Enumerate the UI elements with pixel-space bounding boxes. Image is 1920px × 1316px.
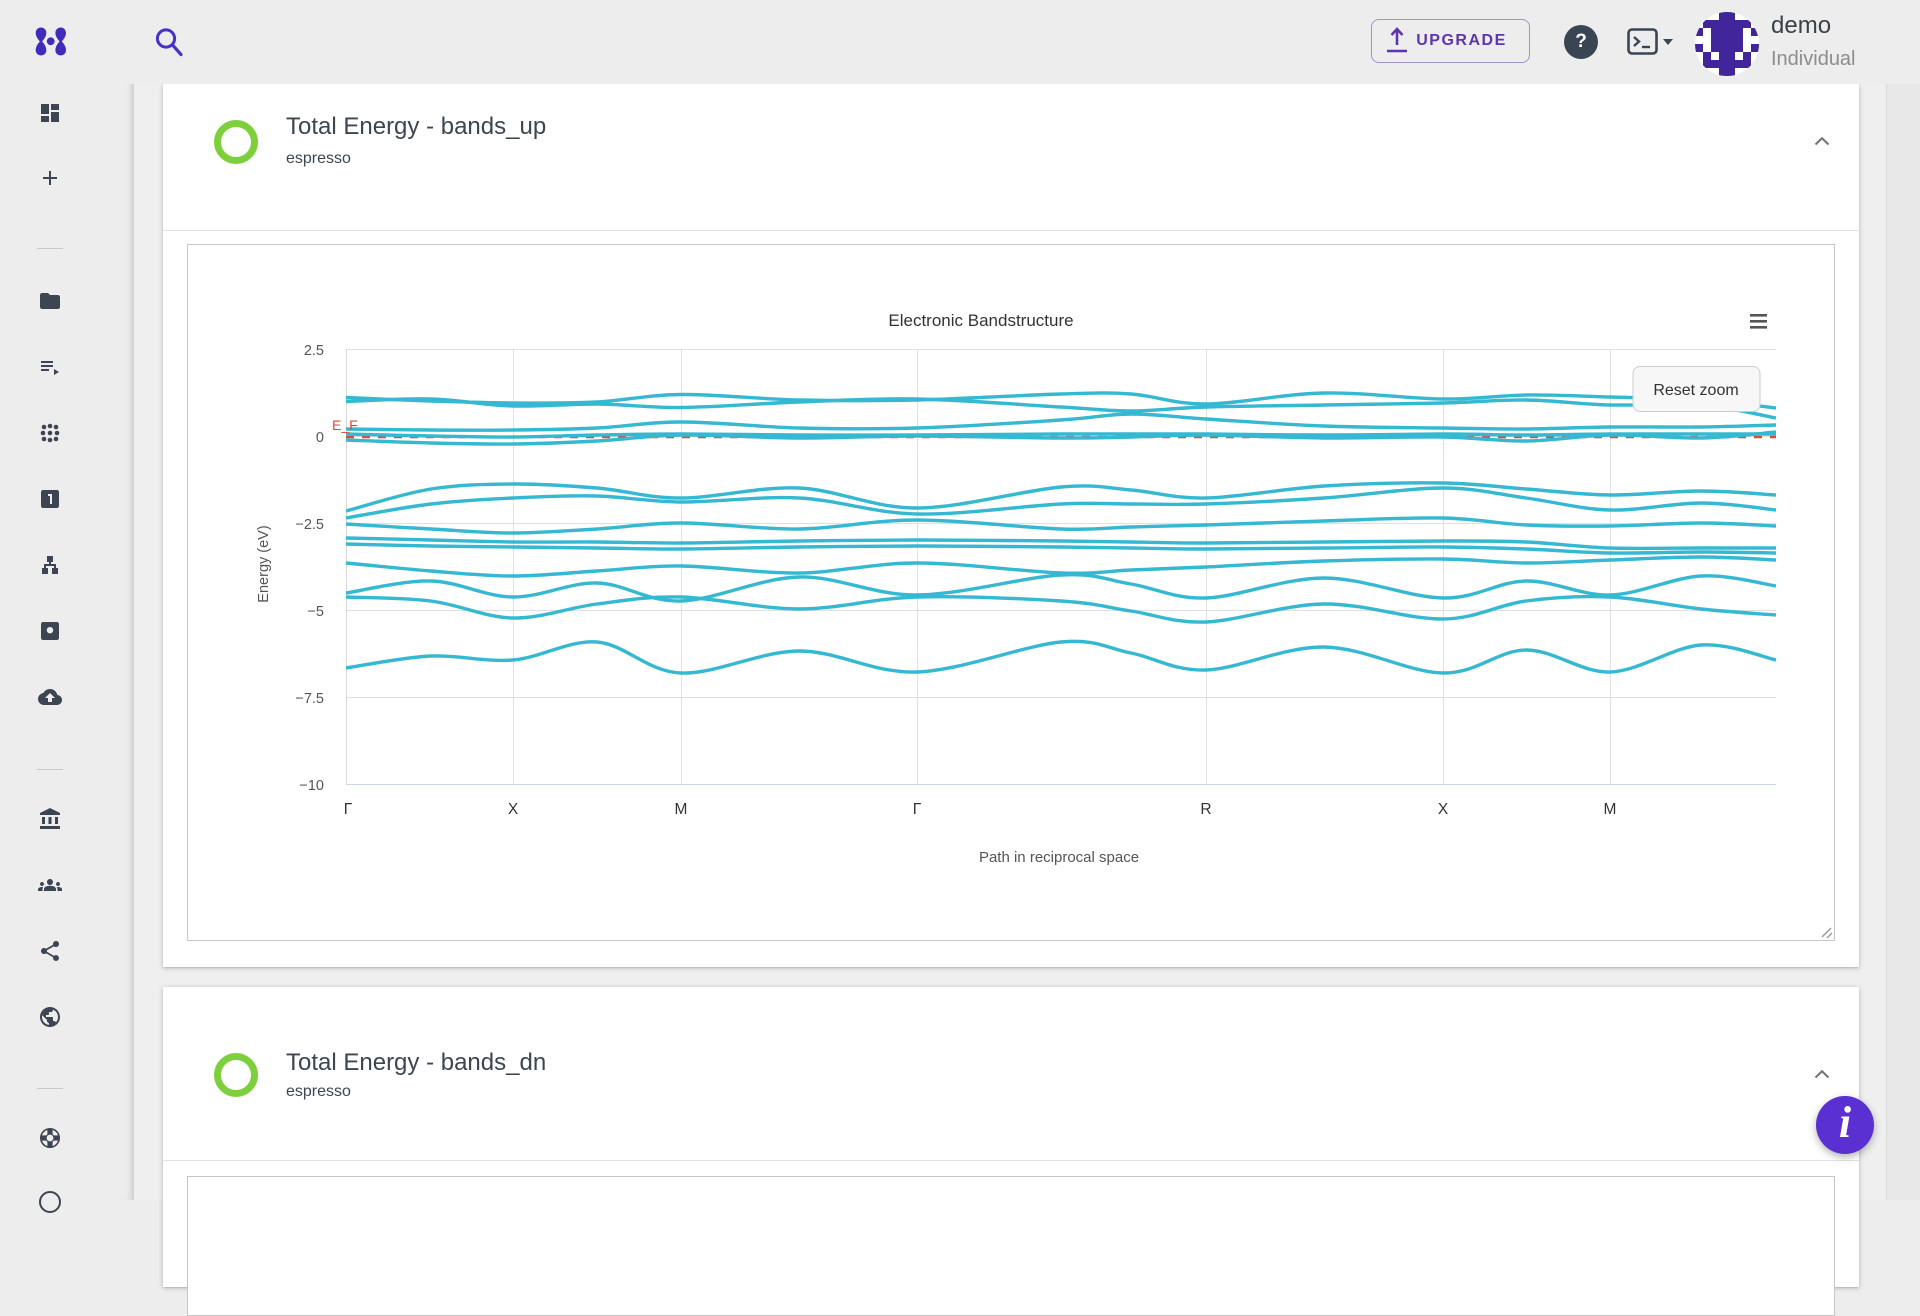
svg-text:Electronic Bandstructure: Electronic Bandstructure (888, 311, 1073, 330)
svg-text:−7.5: −7.5 (295, 691, 324, 707)
svg-text:−10: −10 (299, 778, 324, 794)
svg-text:R: R (1200, 801, 1211, 818)
svg-text:Γ: Γ (344, 801, 353, 818)
svg-text:−2.5: −2.5 (295, 517, 324, 533)
svg-text:−5: −5 (307, 604, 324, 620)
svg-text:E_F: E_F (332, 417, 358, 433)
svg-text:Path in reciprocal space: Path in reciprocal space (979, 849, 1139, 866)
svg-text:M: M (1604, 801, 1617, 818)
svg-text:X: X (508, 801, 519, 818)
svg-text:Γ: Γ (913, 801, 922, 818)
svg-text:X: X (1438, 801, 1449, 818)
svg-text:0: 0 (316, 430, 324, 446)
svg-text:Reset zoom: Reset zoom (1653, 382, 1738, 399)
svg-text:Energy (eV): Energy (eV) (256, 525, 272, 602)
svg-text:M: M (675, 801, 688, 818)
svg-text:2.5: 2.5 (304, 343, 324, 359)
